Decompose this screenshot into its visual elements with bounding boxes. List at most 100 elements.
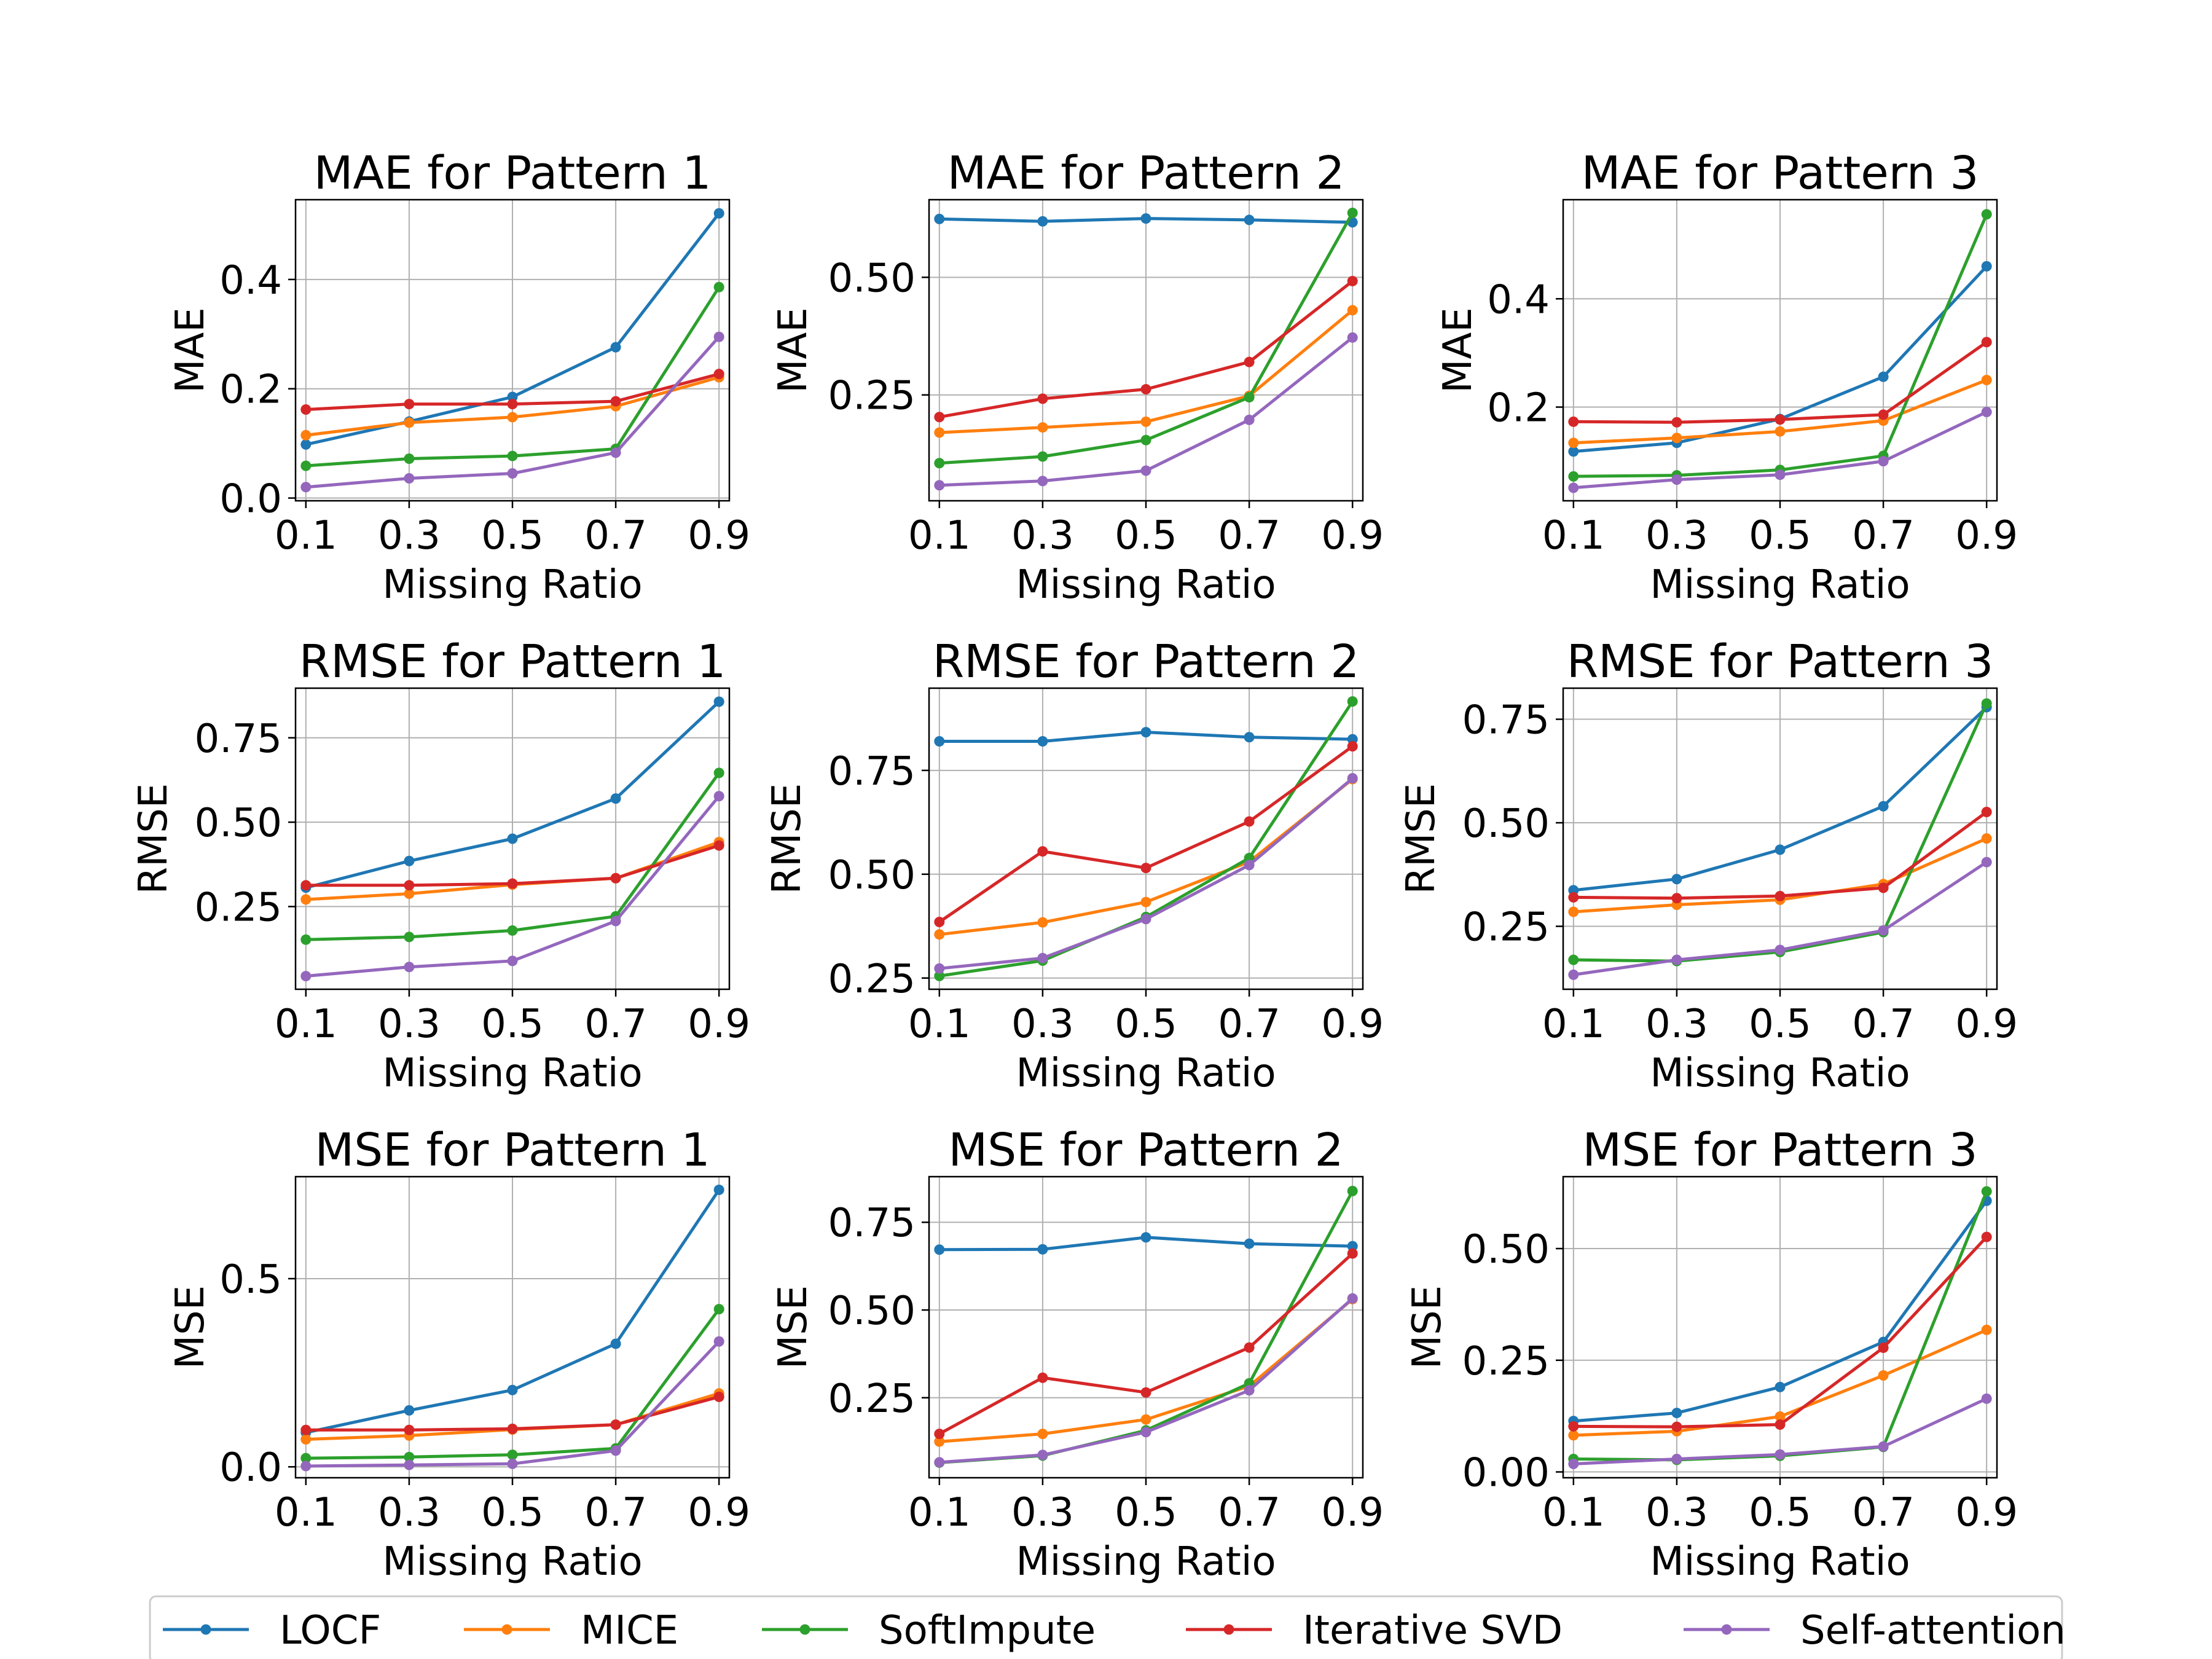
x-tick-label: 0.7 xyxy=(584,1002,647,1047)
data-point xyxy=(1037,422,1048,433)
legend-item-locf: LOCF xyxy=(163,1608,381,1653)
x-tick-label: 0.7 xyxy=(1218,1002,1281,1047)
data-point xyxy=(713,1336,724,1347)
x-axis-label: Missing Ratio xyxy=(382,1539,642,1585)
x-tick-label: 0.1 xyxy=(275,1490,337,1535)
data-point xyxy=(404,399,415,410)
x-tick-label: 0.3 xyxy=(378,513,441,559)
data-point xyxy=(1037,451,1048,462)
data-point xyxy=(1775,1381,1786,1392)
y-axis-label: MSE xyxy=(771,1285,816,1369)
data-point xyxy=(610,1338,621,1349)
y-tick-label: 0.75 xyxy=(1462,698,1550,743)
data-point xyxy=(713,840,724,851)
legend-marker xyxy=(1223,1624,1234,1635)
data-point xyxy=(934,963,945,974)
data-point xyxy=(1981,1231,1992,1242)
data-point xyxy=(1244,732,1255,743)
data-point xyxy=(507,955,518,967)
data-point xyxy=(1347,1241,1358,1252)
y-tick-label: 0.75 xyxy=(195,716,283,762)
subplot-title: MSE for Pattern 2 xyxy=(948,1124,1343,1177)
y-tick-label: 0.25 xyxy=(195,885,283,930)
data-point xyxy=(1671,1408,1682,1419)
subplot-title: RMSE for Pattern 1 xyxy=(299,635,726,688)
x-tick-label: 0.9 xyxy=(688,1002,750,1047)
data-point xyxy=(713,1304,724,1315)
x-tick-label: 0.9 xyxy=(1321,513,1384,559)
data-point xyxy=(507,468,518,479)
legend-marker xyxy=(200,1624,211,1635)
data-point xyxy=(300,439,312,450)
data-point xyxy=(1037,952,1048,963)
data-point xyxy=(1981,1324,1992,1335)
data-point xyxy=(507,1423,518,1434)
data-point xyxy=(300,404,312,415)
data-point xyxy=(1981,833,1992,844)
data-point xyxy=(1037,1372,1048,1383)
data-point xyxy=(1671,874,1682,885)
data-point xyxy=(713,208,724,219)
x-tick-label: 0.5 xyxy=(1115,1002,1177,1047)
y-axis-label: MSE xyxy=(168,1285,213,1369)
data-point xyxy=(934,480,945,491)
data-point xyxy=(1347,741,1358,752)
y-tick-label: 0.00 xyxy=(1462,1451,1550,1496)
data-point xyxy=(1878,925,1889,936)
data-point xyxy=(507,1384,518,1395)
data-point xyxy=(1878,882,1889,893)
y-tick-label: 0.2 xyxy=(1487,386,1550,431)
data-point xyxy=(507,878,518,889)
data-point xyxy=(1878,409,1889,420)
data-point xyxy=(713,767,724,779)
y-tick-label: 0.25 xyxy=(828,957,916,1002)
x-tick-label: 0.5 xyxy=(481,513,544,559)
data-point xyxy=(713,281,724,292)
data-point xyxy=(713,331,724,342)
data-point xyxy=(1671,893,1682,904)
subplot-grid: MAE for Pattern 1 0.1 0.3 0.5 0.7 0.9 0.0 0.2 0.… xyxy=(131,147,2018,1585)
legend-label: SoftImpute xyxy=(879,1608,1096,1653)
data-point xyxy=(713,696,724,707)
x-tick-label: 0.9 xyxy=(1955,1490,2018,1535)
data-point xyxy=(300,971,312,982)
data-point xyxy=(1878,456,1889,467)
data-point xyxy=(404,417,415,428)
data-point xyxy=(934,1457,945,1468)
x-axis-label: Missing Ratio xyxy=(382,1051,642,1096)
data-point xyxy=(1981,337,1992,348)
x-tick-label: 0.1 xyxy=(908,1002,971,1047)
x-tick-label: 0.3 xyxy=(1011,1002,1074,1047)
data-point xyxy=(610,793,621,804)
x-axis-label: Missing Ratio xyxy=(1016,562,1276,608)
x-tick-label: 0.1 xyxy=(1542,1002,1605,1047)
x-tick-label: 0.5 xyxy=(1749,1490,1811,1535)
x-tick-label: 0.3 xyxy=(378,1490,441,1535)
x-tick-label: 0.1 xyxy=(908,513,971,559)
x-tick-label: 0.5 xyxy=(1749,513,1811,559)
data-point xyxy=(713,791,724,802)
x-axis-label: Missing Ratio xyxy=(1650,1051,1910,1096)
data-point xyxy=(1671,417,1682,428)
data-point xyxy=(1775,890,1786,901)
data-point xyxy=(1568,1421,1579,1432)
data-point xyxy=(1244,1342,1255,1353)
x-tick-label: 0.5 xyxy=(1749,1002,1811,1047)
x-axis-label: Missing Ratio xyxy=(382,562,642,608)
data-point xyxy=(1775,1419,1786,1430)
data-point xyxy=(1140,465,1151,476)
data-point xyxy=(1568,437,1579,449)
data-point xyxy=(1347,207,1358,218)
x-tick-label: 0.9 xyxy=(688,1490,750,1535)
y-axis-label: MSE xyxy=(1405,1285,1450,1369)
x-tick-label: 0.3 xyxy=(378,1002,441,1047)
x-tick-label: 0.7 xyxy=(1852,1002,1915,1047)
data-point xyxy=(1775,844,1786,855)
data-point xyxy=(1037,1449,1048,1461)
data-point xyxy=(713,1391,724,1402)
y-tick-label: 0.50 xyxy=(828,853,916,898)
x-tick-label: 0.3 xyxy=(1011,1490,1074,1535)
data-point xyxy=(404,931,415,943)
legend-item-softimpute: SoftImpute xyxy=(762,1608,1096,1653)
x-tick-label: 0.3 xyxy=(1011,513,1074,559)
